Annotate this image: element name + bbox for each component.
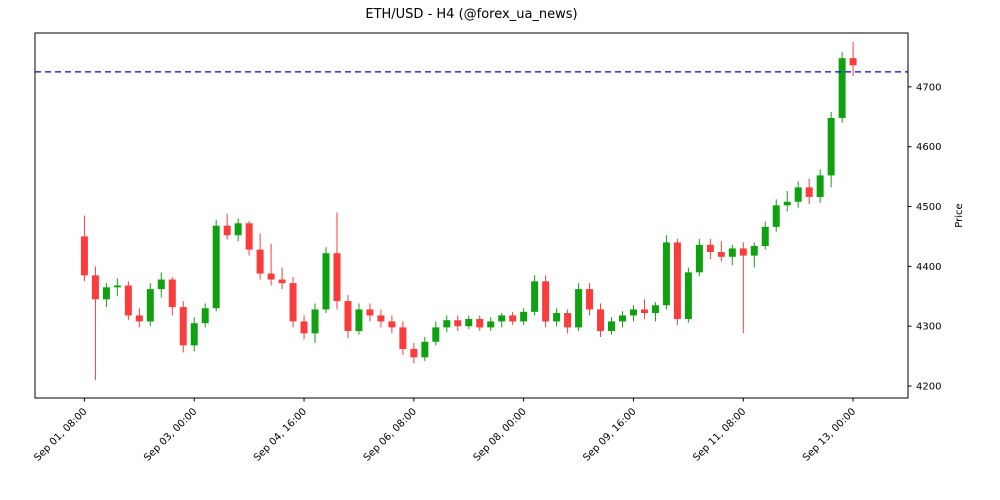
candle [564, 309, 572, 334]
x-tick-label: Sep 06, 08:00 [362, 406, 419, 463]
candle [706, 238, 714, 260]
candle [267, 243, 275, 286]
plot-border [34, 32, 909, 399]
candle [520, 308, 528, 325]
candle [827, 111, 835, 188]
candle [575, 283, 583, 331]
x-tick-label: Sep 13, 00:00 [801, 406, 858, 463]
candle [91, 266, 99, 381]
candle [223, 213, 231, 240]
x-tick-label: Sep 03, 00:00 [142, 406, 199, 463]
candle [739, 242, 747, 334]
candle [651, 302, 659, 322]
y-tick-label: 4400 [916, 262, 941, 273]
y-tick-label: 4600 [916, 142, 941, 153]
candle [355, 303, 363, 335]
candle [234, 218, 242, 242]
candle [300, 315, 308, 340]
candle [212, 219, 220, 312]
candle [476, 315, 484, 331]
y-axis: 4200 4300 4400 4500 4600 4700 [908, 82, 941, 393]
candle [80, 215, 88, 282]
x-tick-label: Sep 09, 16:00 [581, 406, 638, 463]
x-tick-label: Sep 04, 16:00 [252, 406, 309, 463]
candle [794, 181, 802, 208]
candle [322, 247, 330, 314]
candle [256, 233, 264, 280]
y-tick-label: 4700 [916, 82, 941, 93]
candle [377, 309, 385, 328]
candle [684, 267, 692, 323]
candle [113, 278, 121, 297]
candle [333, 212, 341, 310]
candle [805, 179, 813, 205]
candle [454, 315, 462, 331]
candle [465, 315, 473, 330]
candle [838, 52, 846, 123]
y-tick-label: 4200 [916, 382, 941, 393]
candle [421, 336, 429, 361]
x-axis: Sep 01, 08:00 Sep 03, 00:00 Sep 04, 16:00 S… [32, 398, 858, 464]
candle [586, 283, 594, 316]
x-tick-label: Sep 01, 08:00 [32, 406, 89, 463]
candle [498, 313, 506, 328]
candle [783, 190, 791, 212]
candle [531, 275, 539, 316]
candle [717, 241, 725, 262]
candle [366, 303, 374, 322]
candle [311, 303, 319, 343]
candle [399, 321, 407, 355]
candle [135, 308, 143, 328]
y-tick-label: 4300 [916, 322, 941, 333]
candle [124, 281, 132, 321]
candle [278, 267, 286, 290]
candle [662, 235, 670, 310]
candle [432, 321, 440, 346]
candle [761, 221, 769, 250]
y-tick-label: 4500 [916, 202, 941, 213]
candle [443, 315, 451, 333]
candle [146, 283, 154, 327]
candle [640, 299, 648, 320]
candle [388, 315, 396, 334]
candle [597, 303, 605, 337]
candles-group [80, 41, 857, 381]
candle [553, 308, 561, 327]
candle [289, 277, 297, 328]
x-tick-label: Sep 11, 08:00 [691, 406, 748, 463]
candle [487, 317, 495, 331]
candle [410, 342, 418, 364]
candle [179, 301, 187, 353]
candle [673, 238, 681, 325]
candle [728, 244, 736, 266]
y-axis-title: Price [954, 203, 965, 227]
candle [190, 317, 198, 352]
chart-title: ETH/USD - H4 (@forex_ua_news) [365, 7, 578, 22]
candle [750, 242, 758, 268]
candle [772, 199, 780, 232]
candle [542, 275, 550, 328]
candle [344, 295, 352, 339]
candle [608, 317, 616, 335]
candle [695, 238, 703, 276]
candle [201, 303, 209, 328]
candle [245, 220, 253, 256]
candle [816, 169, 824, 203]
candle [102, 283, 110, 308]
candle [509, 311, 517, 325]
candle [157, 272, 165, 298]
candle [168, 277, 176, 316]
candle [618, 311, 626, 328]
candle [629, 305, 637, 322]
x-tick-label: Sep 08, 00:00 [472, 406, 529, 463]
candle [849, 41, 857, 77]
